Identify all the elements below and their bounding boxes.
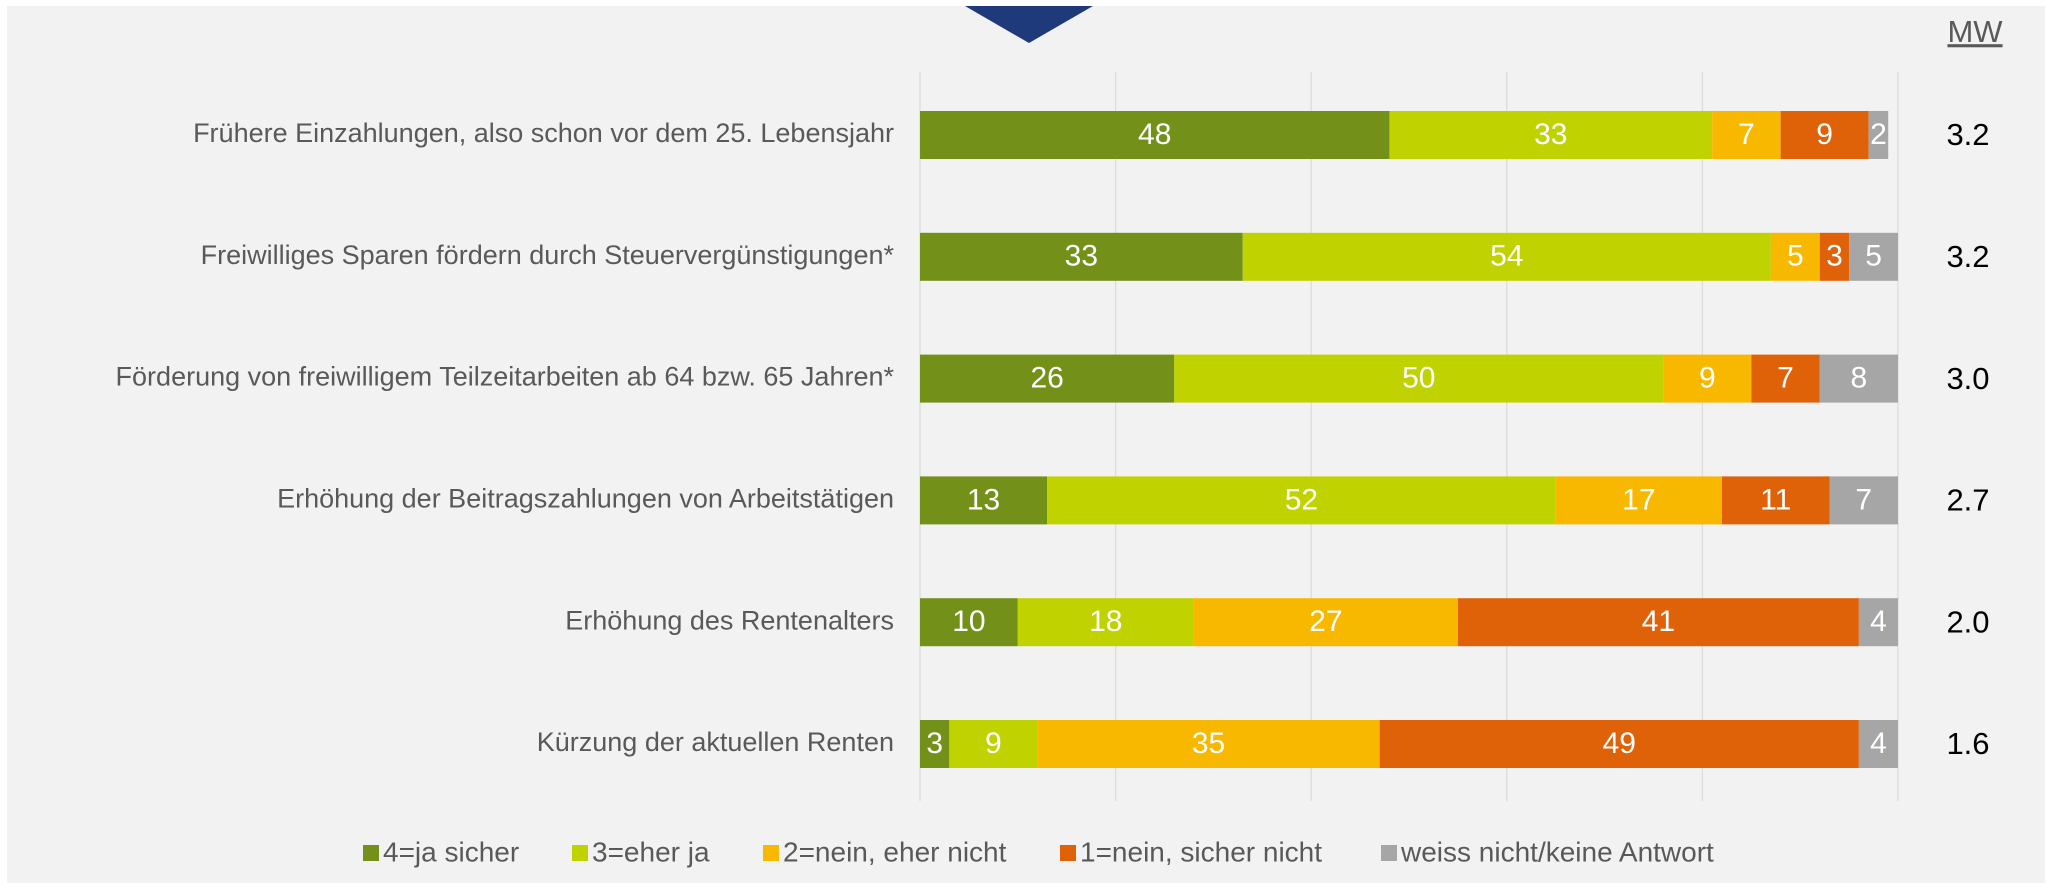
data-label: 48 (1138, 118, 1171, 151)
data-label: 8 (1851, 362, 1868, 395)
bar-segment (1858, 720, 1898, 768)
bar-segment (1770, 232, 1820, 281)
legend-swatch (1381, 845, 1397, 861)
data-label: 27 (1309, 605, 1342, 638)
bar-segment (920, 476, 1048, 525)
mean-header: MW (1947, 14, 2003, 49)
legend-label: 3=eher ja (592, 836, 710, 867)
mean-value: 2.0 (1946, 604, 1989, 639)
bar-segment (1047, 476, 1556, 525)
data-label: 4 (1870, 605, 1887, 638)
bar-segment (1193, 598, 1458, 647)
category-label: Frühere Einzahlungen, also schon vor dem… (193, 118, 894, 148)
data-label: 10 (952, 605, 985, 638)
category-label: Freiwilliges Sparen fördern durch Steuer… (201, 240, 895, 270)
legend-label: 4=ja sicher (383, 836, 519, 867)
data-label: 5 (1787, 240, 1804, 273)
data-label: 3 (1826, 240, 1843, 273)
category-label: Erhöhung des Rentenalters (565, 605, 894, 635)
marker-triangle (965, 6, 1093, 43)
mean-value: 1.6 (1946, 726, 1989, 761)
mean-value: 3.2 (1946, 239, 1989, 274)
bar-segment (1751, 354, 1820, 403)
data-label: 33 (1534, 118, 1567, 151)
category-label: Erhöhung der Beitragszahlungen von Arbei… (277, 484, 894, 514)
bar-segment (1555, 476, 1722, 525)
legend-label: 2=nein, eher nicht (783, 836, 1007, 867)
bar-segment (920, 354, 1175, 403)
bar-segment (1721, 476, 1830, 525)
data-label: 17 (1622, 483, 1655, 516)
data-label: 9 (1699, 362, 1716, 395)
bar-segment (920, 598, 1018, 647)
data-label: 18 (1089, 605, 1122, 638)
bar-segment (1819, 354, 1898, 403)
bar-segment (1849, 232, 1898, 281)
data-label: 33 (1065, 240, 1098, 273)
bar-segment (1663, 354, 1752, 403)
bar-segment (1379, 720, 1859, 768)
bar-segment (920, 111, 1390, 159)
legend-label: weiss nicht/keine Antwort (1400, 836, 1714, 867)
data-label: 11 (1760, 483, 1791, 516)
category-label: Kürzung der aktuellen Renten (537, 727, 894, 757)
data-label: 50 (1402, 362, 1435, 395)
data-label: 7 (1738, 118, 1755, 151)
data-label: 35 (1192, 727, 1225, 760)
data-label: 54 (1490, 240, 1523, 273)
legend-swatch (1060, 845, 1076, 861)
data-label: 52 (1285, 483, 1318, 516)
bar-segment (1037, 720, 1380, 768)
data-label: 5 (1865, 240, 1882, 273)
bar-segment (1242, 232, 1771, 281)
data-label: 4 (1870, 727, 1887, 760)
bar-segment (920, 720, 950, 768)
data-label: 41 (1642, 605, 1675, 638)
legend-swatch (572, 845, 588, 861)
bar-segment (1858, 598, 1898, 647)
data-label: 3 (926, 727, 943, 760)
bar-segment (1868, 111, 1889, 159)
legend-label: 1=nein, sicher nicht (1080, 836, 1322, 867)
bar-segment (920, 232, 1243, 281)
data-label: 2 (1870, 118, 1887, 151)
data-label: 49 (1603, 727, 1636, 760)
mean-value: 3.0 (1946, 361, 1989, 396)
bar-segment (1829, 476, 1898, 525)
data-label: 9 (1816, 118, 1833, 151)
bar-segment (1174, 354, 1664, 403)
data-label: 7 (1855, 483, 1872, 516)
bar-segment (1017, 598, 1194, 647)
bar-segment (1712, 111, 1781, 159)
bar-segment (1457, 598, 1859, 647)
legend-swatch (363, 845, 379, 861)
mean-value: 3.2 (1946, 117, 1989, 152)
bar-segment (1780, 111, 1869, 159)
mean-value: 2.7 (1946, 483, 1989, 518)
data-label: 26 (1030, 362, 1063, 395)
bar-segment (1819, 232, 1850, 281)
data-label: 7 (1777, 362, 1794, 395)
category-label: Förderung von freiwilligem Teilzeitarbei… (116, 362, 895, 392)
legend-swatch (763, 845, 779, 861)
data-label: 13 (967, 483, 1000, 516)
bar-segment (949, 720, 1038, 768)
data-label: 9 (985, 727, 1002, 760)
bar-segment (1389, 111, 1713, 159)
